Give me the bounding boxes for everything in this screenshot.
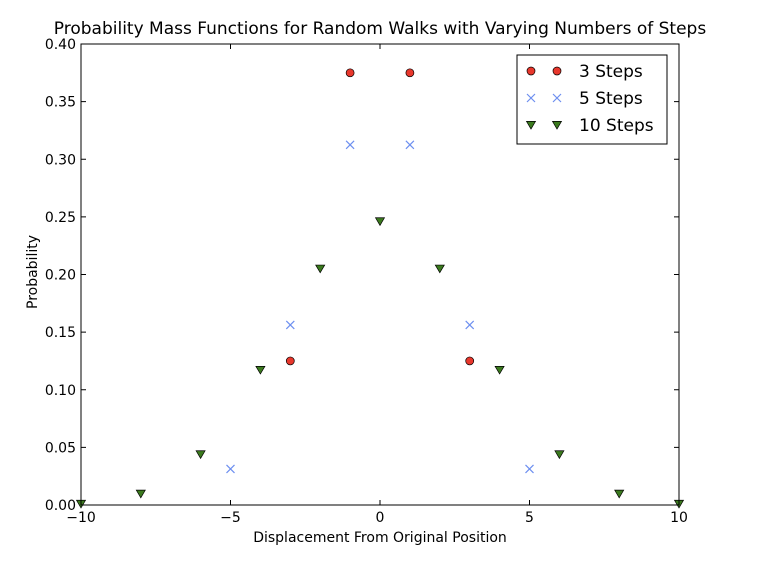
legend-label: 10 Steps [579,116,654,136]
legend-marker [526,93,536,103]
x-tick-label: 10 [670,510,688,526]
y-tick-label: 0.40 [45,37,76,53]
legend-marker [551,121,563,130]
data-point [614,489,625,499]
x-tick-label: 5 [525,510,534,526]
data-point [494,365,505,375]
data-point [465,320,475,330]
x-tick-label: −10 [66,510,96,526]
data-point [285,320,295,330]
y-axis-label: Probability [25,235,41,309]
legend: 3 Steps 5 Steps 10 Steps [516,54,668,145]
data-point [554,450,565,460]
axis-ticks: −10 −5 0 5 10 0.00 0.05 0.10 0.15 0.20 0.25 0.30 0.3… [45,37,688,526]
data-point [345,140,355,150]
y-tick-label: 0.20 [45,268,76,284]
data-point [434,264,445,274]
y-tick-label: 0.00 [45,498,76,514]
plot-area-frame [80,43,680,506]
legend-label: 5 Steps [579,89,643,109]
legend-box [516,54,668,145]
data-point [255,365,266,375]
data-point [465,356,475,366]
y-tick-label: 0.15 [45,325,76,341]
legend-marker [552,66,562,76]
data-marks [75,68,685,509]
chart-title: Probability Mass Functions for Random Wa… [54,19,707,39]
y-tick-label: 0.10 [45,383,76,399]
data-point [135,489,146,499]
y-tick-label: 0.05 [45,440,76,456]
legend-marker [526,66,536,76]
data-point [285,356,295,366]
data-point [226,464,235,474]
y-tick-label: 0.35 [45,95,76,111]
y-tick-label: 0.25 [45,210,76,226]
x-axis-label: Displacement From Original Position [253,530,507,546]
data-point [345,68,355,78]
legend-label: 3 Steps [579,62,643,82]
y-tick-label: 0.30 [45,152,76,168]
data-point [315,264,326,274]
data-point [405,140,415,150]
data-point [374,217,386,227]
legend-marker [525,121,537,130]
data-point [525,464,534,474]
data-point [405,68,415,78]
legend-marker [552,93,562,103]
x-tick-label: −5 [220,510,241,526]
data-point [195,450,206,460]
x-tick-label: 0 [376,510,385,526]
